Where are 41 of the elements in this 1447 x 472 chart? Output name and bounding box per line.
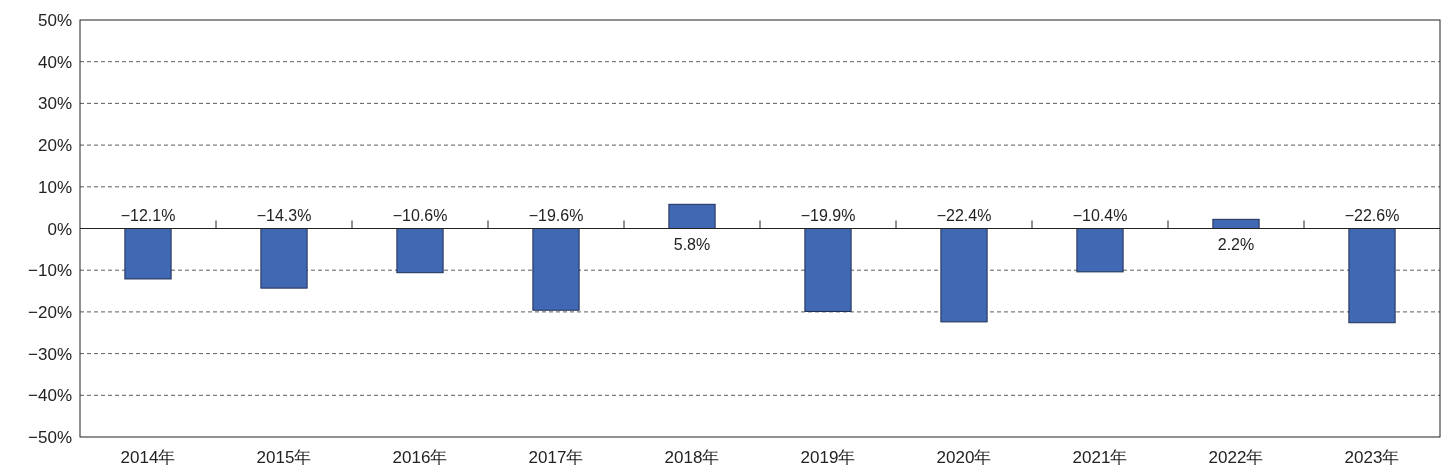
y-tick-label: 50% (37, 11, 72, 30)
x-tick-label: 2023年 (1344, 448, 1400, 467)
x-tick-label: 2021年 (1072, 448, 1128, 467)
x-tick-label: 2022年 (1208, 448, 1264, 467)
x-tick-label: 2014年 (120, 448, 176, 467)
bar (1076, 228, 1124, 273)
data-label: −14.3% (256, 206, 312, 224)
bar (396, 228, 444, 274)
y-tick-label: −20% (28, 302, 72, 322)
y-tick-label: 0% (47, 219, 72, 239)
y-tick-label: 20% (37, 136, 72, 156)
y-tick-label: −40% (28, 386, 72, 406)
x-tick-label: 2015年 (256, 448, 312, 467)
y-tick-label: −30% (28, 344, 72, 364)
bar (804, 228, 852, 312)
bar (668, 203, 716, 229)
bar (1212, 218, 1260, 229)
x-tick-label: 2016年 (392, 448, 448, 467)
y-tick-label: 30% (37, 94, 72, 114)
y-tick-label: 40% (37, 52, 72, 72)
data-label: −22.4% (936, 206, 992, 224)
bar (1348, 228, 1396, 324)
x-tick-label: 2020年 (936, 448, 992, 467)
bar (124, 228, 172, 280)
bar (532, 228, 580, 311)
y-tick-label: −50% (28, 428, 72, 447)
data-label: −22.6% (1344, 206, 1400, 224)
bar (940, 228, 988, 323)
data-label: −10.6% (392, 206, 448, 224)
data-label: 2.2% (1217, 235, 1255, 253)
data-label: −12.1% (120, 206, 176, 224)
y-tick-label: −10% (28, 261, 72, 281)
x-tick-label: 2017年 (528, 448, 584, 467)
x-tick-label: 2019年 (800, 448, 856, 467)
data-label: −19.6% (528, 206, 584, 224)
data-label: −10.4% (1072, 206, 1128, 224)
x-tick-label: 2018年 (664, 448, 720, 467)
data-label: −19.9% (800, 206, 856, 224)
y-tick-label: 10% (37, 177, 72, 197)
data-label: 5.8% (673, 235, 711, 253)
bar (260, 228, 308, 289)
